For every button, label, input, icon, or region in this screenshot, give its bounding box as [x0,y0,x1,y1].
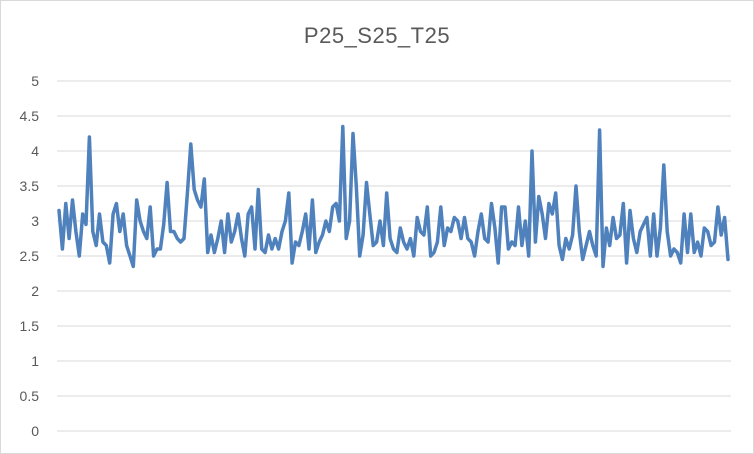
series-line-0 [57,124,730,269]
y-tick-label: 0 [31,423,39,439]
y-tick-label: 5 [31,73,39,89]
gridlines [57,80,731,432]
y-tick-label: 3 [31,213,39,229]
y-axis-ticks: 0 0.5 1 1.5 2 2.5 3 3.5 4 4.5 5 [20,73,40,439]
series-layer [57,124,730,269]
y-tick-label: 0.5 [20,388,40,404]
y-tick-label: 1 [31,353,39,369]
y-tick-label: 2.5 [20,248,40,264]
y-tick-label: 2 [31,283,39,299]
y-tick-label: 3.5 [20,178,40,194]
y-tick-label: 4 [31,143,39,159]
y-tick-label: 4.5 [20,108,40,124]
y-tick-label: 1.5 [20,318,40,334]
chart-title: P25_S25_T25 [303,23,451,48]
